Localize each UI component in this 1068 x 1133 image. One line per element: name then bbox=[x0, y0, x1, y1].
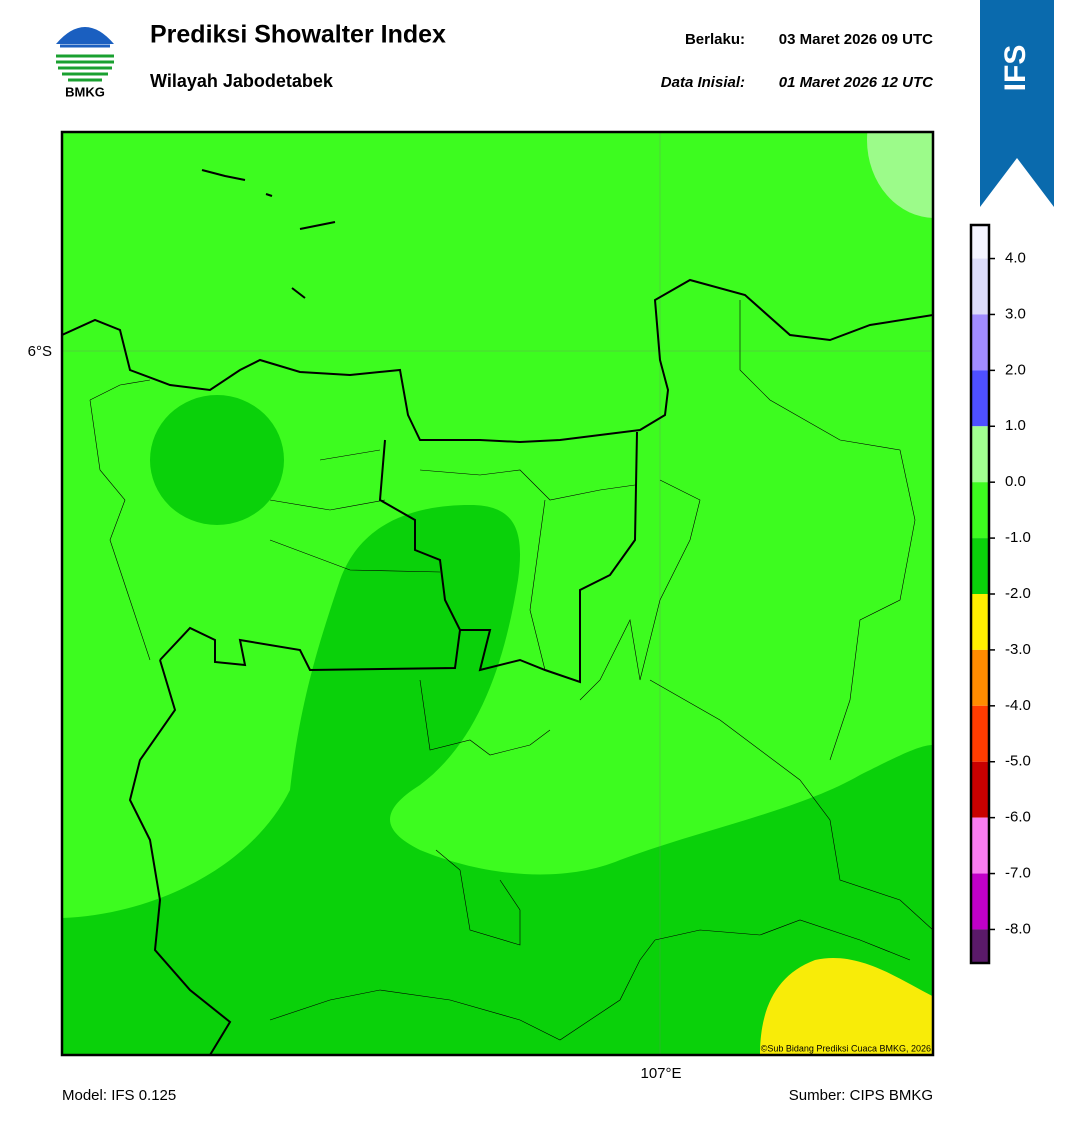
color-band bbox=[971, 705, 989, 762]
color-band bbox=[971, 225, 989, 259]
tick-label: 0.0 bbox=[1005, 473, 1026, 490]
tick-label: 4.0 bbox=[1005, 250, 1026, 267]
color-band bbox=[971, 761, 989, 818]
tick-label: -5.0 bbox=[1005, 753, 1031, 770]
credit: ©Sub Bidang Prediksi Cuaca BMKG, 2026 bbox=[761, 1043, 931, 1053]
logo: BMKG bbox=[56, 27, 114, 99]
init-time: 01 Maret 2026 12 UTC bbox=[779, 74, 934, 91]
color-band bbox=[971, 594, 989, 650]
init-label: Data Inisial: bbox=[661, 74, 745, 91]
lon-label: 107°E bbox=[640, 1065, 681, 1082]
subtitle: Wilayah Jabodetabek bbox=[150, 71, 334, 91]
color-band bbox=[971, 370, 989, 427]
lat-label: 6°S bbox=[28, 343, 52, 360]
tick-label: -7.0 bbox=[1005, 865, 1031, 882]
color-band bbox=[971, 873, 989, 930]
footer-source: Sumber: CIPS BMKG bbox=[789, 1087, 933, 1104]
colorbar: 4.0 3.0 2.0 1.0 0.0 -1.0 -2.0 -3.0 -4.0 -5.0 -6.0 -… bbox=[969, 223, 1031, 965]
tick-label: 3.0 bbox=[1005, 305, 1026, 322]
map: 6°S 107°E ©Sub Bidang Prediksi Cuaca BMK… bbox=[28, 130, 935, 1082]
color-band bbox=[971, 817, 989, 874]
valid-label: Berlaku: bbox=[685, 31, 745, 48]
color-band bbox=[971, 649, 989, 706]
tick-label: -1.0 bbox=[1005, 529, 1031, 546]
color-band bbox=[971, 314, 989, 371]
tick-label: 1.0 bbox=[1005, 417, 1026, 434]
color-band bbox=[971, 426, 989, 483]
footer-model: Model: IFS 0.125 bbox=[62, 1087, 176, 1104]
logo-text: BMKG bbox=[65, 84, 105, 99]
title: Prediksi Showalter Index bbox=[150, 21, 446, 49]
tick-label: 2.0 bbox=[1005, 361, 1026, 378]
valid-time: 03 Maret 2026 09 UTC bbox=[779, 31, 933, 48]
color-band bbox=[971, 258, 989, 315]
tick-label: -4.0 bbox=[1005, 697, 1031, 714]
badge-text: IFS bbox=[999, 45, 1032, 92]
color-band bbox=[971, 482, 989, 539]
badge: IFS bbox=[980, 0, 1054, 207]
tick-label: -8.0 bbox=[1005, 920, 1031, 937]
color-band bbox=[971, 929, 989, 963]
tick-label: -3.0 bbox=[1005, 641, 1031, 658]
tick-label: -6.0 bbox=[1005, 809, 1031, 826]
color-band bbox=[971, 538, 989, 594]
tick-label: -2.0 bbox=[1005, 585, 1031, 602]
